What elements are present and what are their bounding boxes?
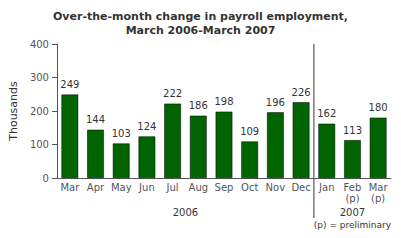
svg-text:113: 113 xyxy=(343,125,362,136)
svg-text:Dec: Dec xyxy=(291,182,310,193)
svg-text:180: 180 xyxy=(369,102,388,113)
svg-text:0: 0 xyxy=(43,173,49,184)
svg-text:2007: 2007 xyxy=(340,207,365,218)
svg-text:(p) = preliminary: (p) = preliminary xyxy=(314,220,392,230)
svg-text:300: 300 xyxy=(30,72,49,83)
svg-text:(p): (p) xyxy=(345,193,359,204)
svg-text:400: 400 xyxy=(30,39,49,50)
svg-text:200: 200 xyxy=(30,106,49,117)
svg-text:Aug: Aug xyxy=(189,182,209,193)
svg-text:Mar: Mar xyxy=(60,182,80,193)
svg-text:Feb: Feb xyxy=(344,182,362,193)
svg-text:(p): (p) xyxy=(371,193,385,204)
svg-text:103: 103 xyxy=(112,128,131,139)
svg-text:226: 226 xyxy=(292,87,311,98)
svg-text:109: 109 xyxy=(240,126,259,137)
svg-text:May: May xyxy=(111,182,132,193)
svg-text:124: 124 xyxy=(137,121,156,132)
svg-text:249: 249 xyxy=(60,79,79,90)
svg-text:Jul: Jul xyxy=(166,182,179,193)
svg-text:March 2006-March 2007: March 2006-March 2007 xyxy=(126,24,276,37)
svg-text:Jan: Jan xyxy=(318,182,334,193)
svg-text:Apr: Apr xyxy=(87,182,105,193)
svg-text:162: 162 xyxy=(317,108,336,119)
svg-text:222: 222 xyxy=(163,88,182,99)
svg-text:100: 100 xyxy=(30,139,49,150)
svg-text:186: 186 xyxy=(189,100,208,111)
svg-text:198: 198 xyxy=(214,96,233,107)
svg-text:Over-the-month change in payro: Over-the-month change in payroll employm… xyxy=(53,10,348,23)
svg-text:Nov: Nov xyxy=(266,182,286,193)
svg-text:Mar: Mar xyxy=(369,182,389,193)
svg-text:Sep: Sep xyxy=(215,182,234,193)
svg-text:Oct: Oct xyxy=(241,182,258,193)
svg-text:196: 196 xyxy=(266,97,285,108)
svg-text:Jun: Jun xyxy=(138,182,155,193)
svg-text:Thousands: Thousands xyxy=(7,81,20,142)
svg-text:2006: 2006 xyxy=(173,207,198,218)
svg-text:144: 144 xyxy=(86,114,105,125)
